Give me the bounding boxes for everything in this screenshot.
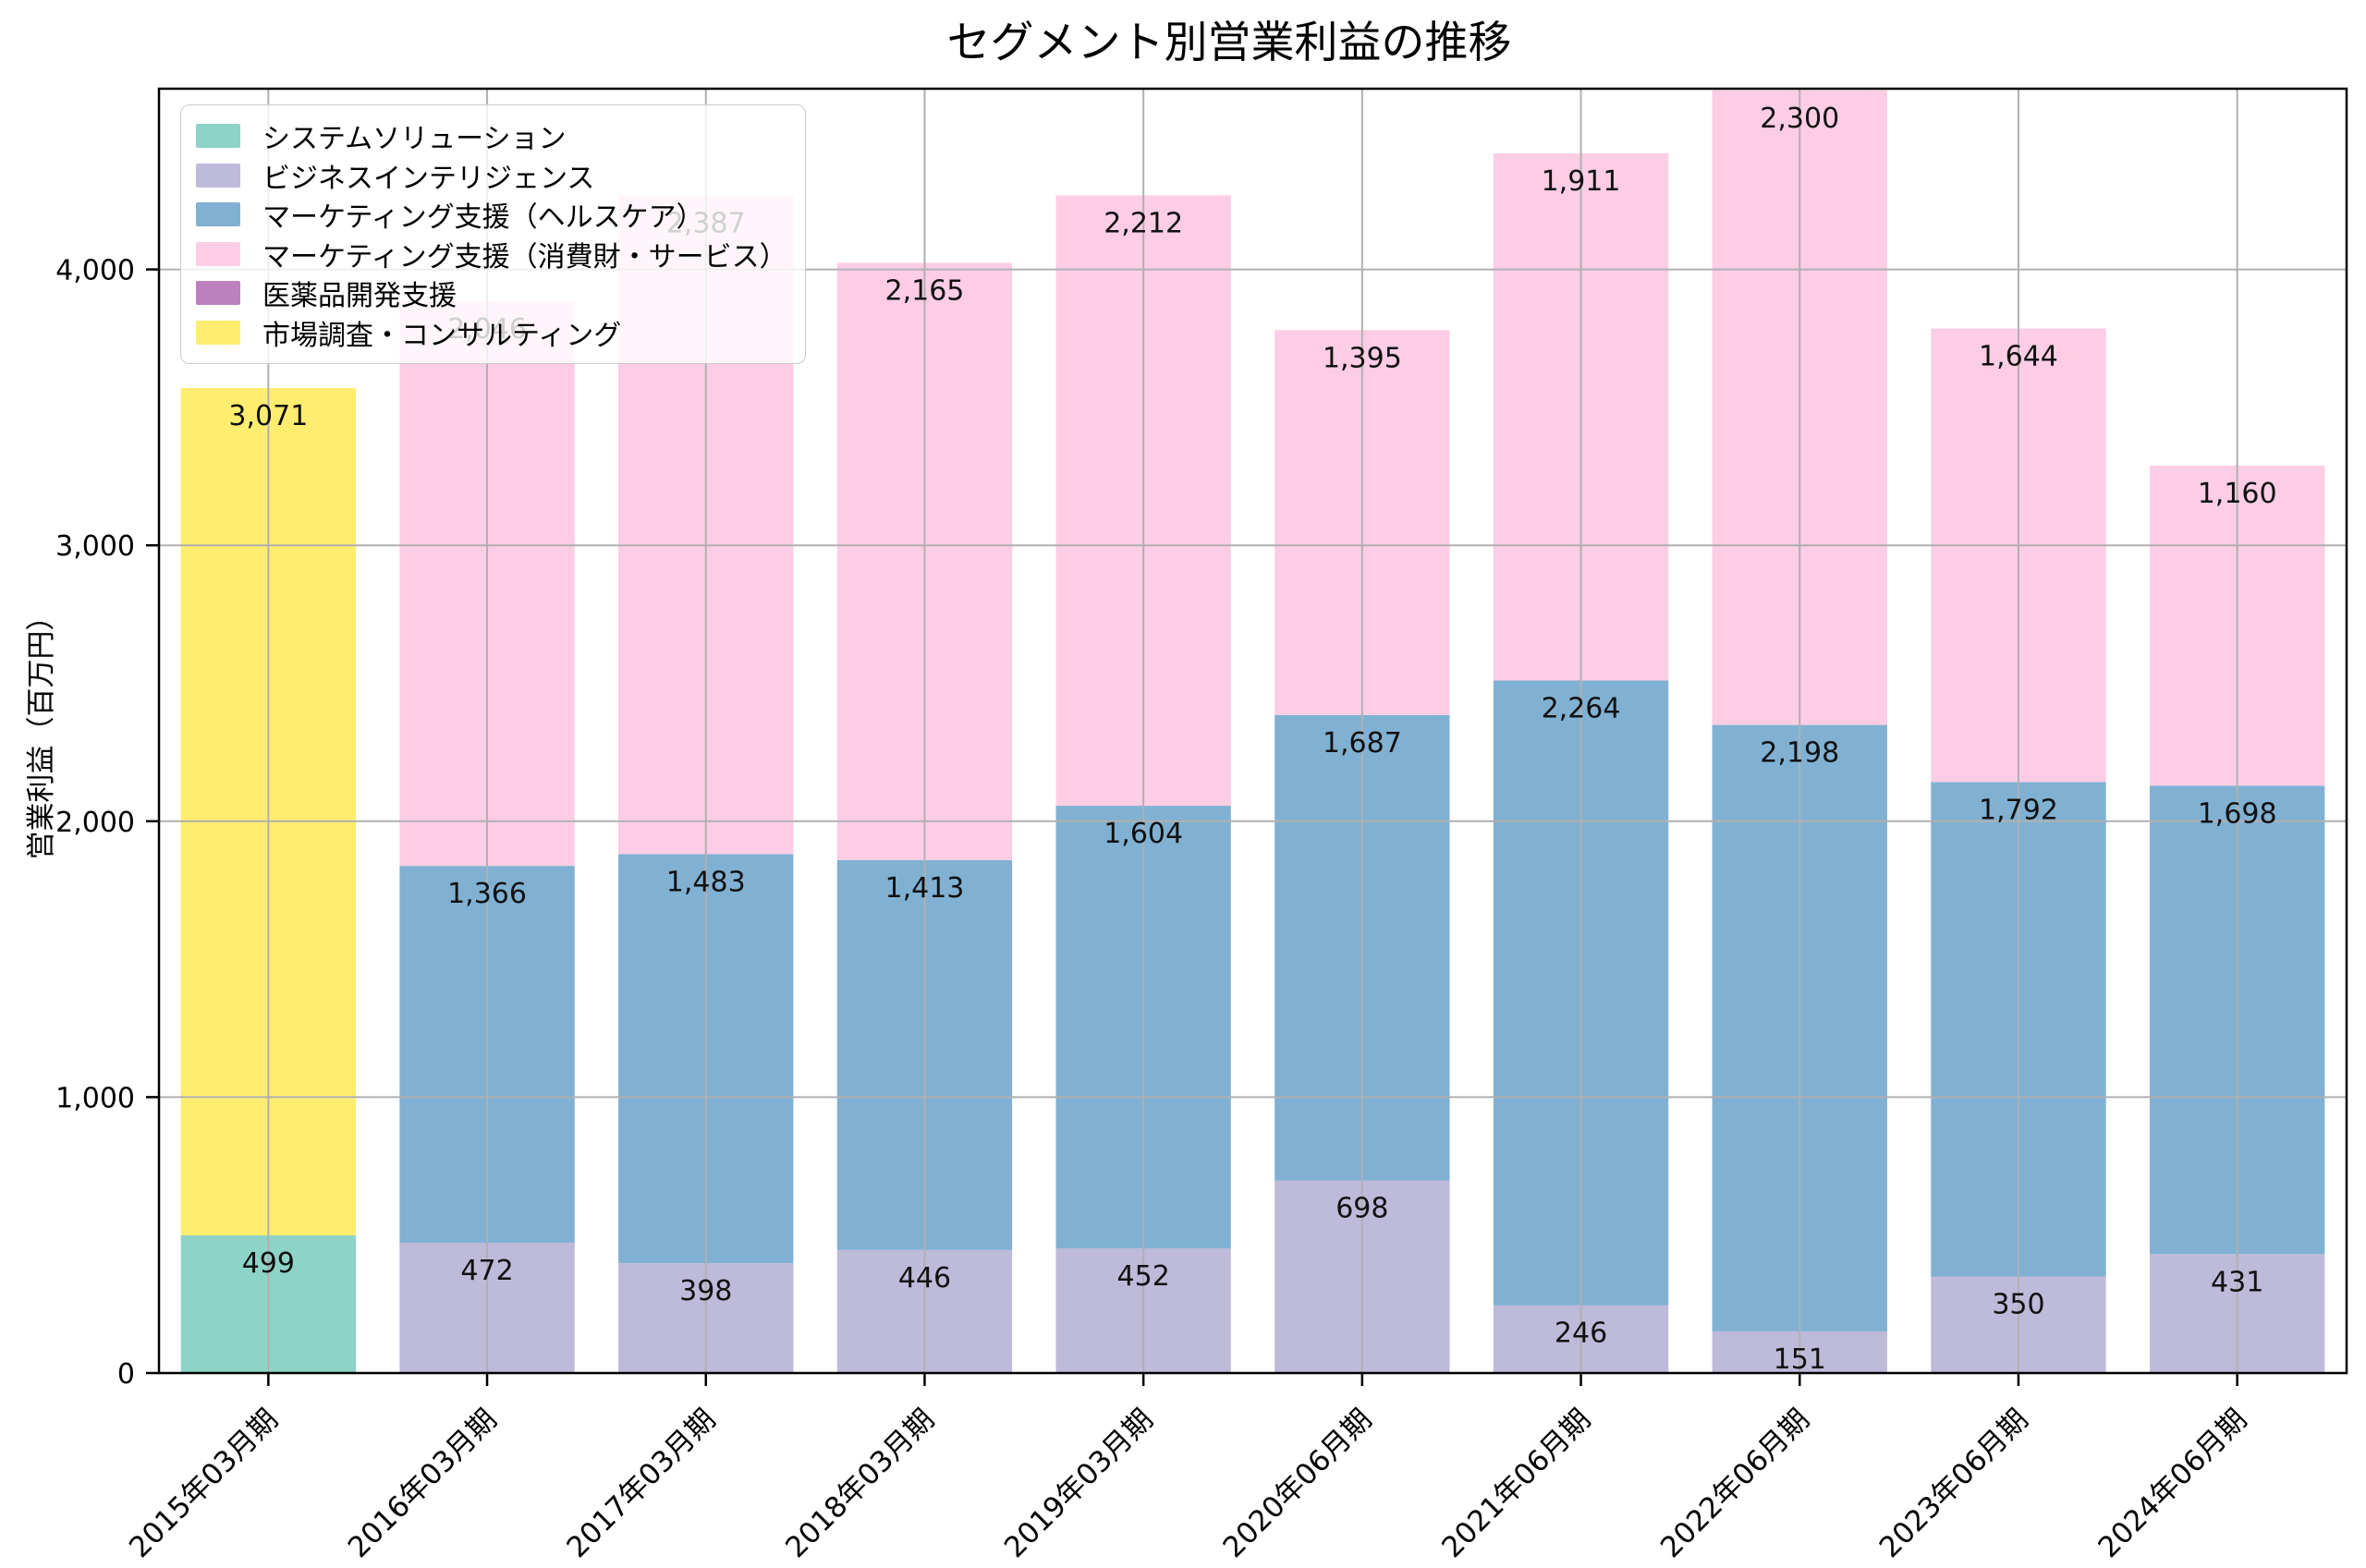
legend-label: ビジネスインテリジェンス [262, 162, 595, 195]
bar-value-label: 1,483 [666, 866, 746, 898]
legend-swatch [196, 202, 240, 227]
legend-swatch [196, 163, 240, 188]
y-axis-label: 営業利益（百万円） [25, 602, 58, 860]
legend-label: 市場調査・コンサルティング [262, 319, 622, 352]
bar-value-label: 1,366 [447, 878, 527, 910]
bar-value-label: 1,604 [1104, 818, 1183, 850]
bar-value-label: 1,687 [1323, 727, 1402, 760]
y-tick-label: 1,000 [55, 1082, 135, 1114]
bar-value-label: 1,698 [2198, 797, 2277, 830]
y-tick-label: 4,000 [55, 255, 135, 287]
bar-value-label: 499 [242, 1247, 295, 1280]
x-tick-label: 2019年03月期 [998, 1403, 1160, 1564]
bar-value-label: 1,792 [1979, 794, 2058, 826]
legend-swatch [196, 241, 240, 266]
bar-value-label: 3,071 [228, 400, 308, 432]
bar-value-label: 151 [1774, 1343, 1826, 1376]
x-tick-label: 2020年06月期 [1217, 1403, 1379, 1564]
x-tick-label: 2022年06月期 [1654, 1403, 1816, 1564]
x-tick-label: 2024年06月期 [2092, 1403, 2253, 1564]
bar-value-label: 1,413 [885, 872, 965, 905]
x-tick-label: 2017年03月期 [561, 1403, 723, 1564]
legend-item: 市場調査・コンサルティング [196, 313, 796, 352]
x-tick-label: 2023年06月期 [1873, 1403, 2035, 1564]
y-tick-label: 0 [117, 1358, 135, 1391]
legend-item: 医薬品開発支援 [196, 273, 796, 312]
legend-item: マーケティング支援（ヘルスケア） [196, 195, 796, 234]
bar-value-label: 1,395 [1323, 342, 1402, 374]
gridlines-layer [159, 89, 2347, 1373]
y-tick-label: 3,000 [55, 530, 135, 563]
legend-item: システムソリューション [196, 116, 796, 155]
bar-value-label: 446 [898, 1262, 951, 1295]
legend-label: マーケティング支援（消費財・サービス） [262, 240, 787, 273]
legend-swatch [196, 281, 240, 306]
x-tick-label: 2016年03月期 [342, 1403, 504, 1564]
legend-label: 医薬品開発支援 [262, 280, 457, 313]
bar-value-label: 1,160 [2198, 478, 2277, 510]
bar-value-label: 2,212 [1104, 208, 1183, 240]
legend: システムソリューション ビジネスインテリジェンス マーケティング支援（ヘルスケア… [180, 104, 806, 364]
legend-item: マーケティング支援（消費財・サービス） [196, 235, 796, 273]
legend-swatch [196, 320, 240, 345]
legend-item: ビジネスインテリジェンス [196, 156, 796, 195]
x-tick-label: 2018年03月期 [779, 1403, 941, 1564]
legend-swatch [196, 124, 240, 149]
x-tick-label: 2015年03月期 [123, 1403, 285, 1564]
bar-value-label: 2,198 [1760, 737, 1839, 770]
bar-value-label: 246 [1555, 1318, 1607, 1350]
bar-value-label: 452 [1117, 1260, 1170, 1293]
bar-value-label: 2,264 [1542, 693, 1621, 725]
bar-value-label: 1,911 [1542, 165, 1621, 198]
x-tick-label: 2021年06月期 [1435, 1403, 1597, 1564]
bar-value-label: 2,300 [1760, 103, 1839, 135]
bar-value-label: 431 [2211, 1266, 2263, 1298]
plot-border [157, 87, 2348, 1375]
legend-label: マーケティング支援（ヘルスケア） [262, 201, 704, 235]
bar-value-label: 472 [460, 1255, 513, 1287]
bar-value-label: 1,644 [1979, 340, 2058, 372]
bar-value-label: 398 [679, 1275, 732, 1307]
bar-value-label: 698 [1335, 1193, 1388, 1225]
bar-value-label: 350 [1992, 1288, 2044, 1320]
y-tick-label: 2,000 [55, 807, 135, 839]
chart-title: セグメント別営業利益の推移 [947, 18, 1512, 68]
bar-value-label: 2,165 [885, 274, 965, 307]
legend-label: システムソリューション [262, 123, 567, 156]
